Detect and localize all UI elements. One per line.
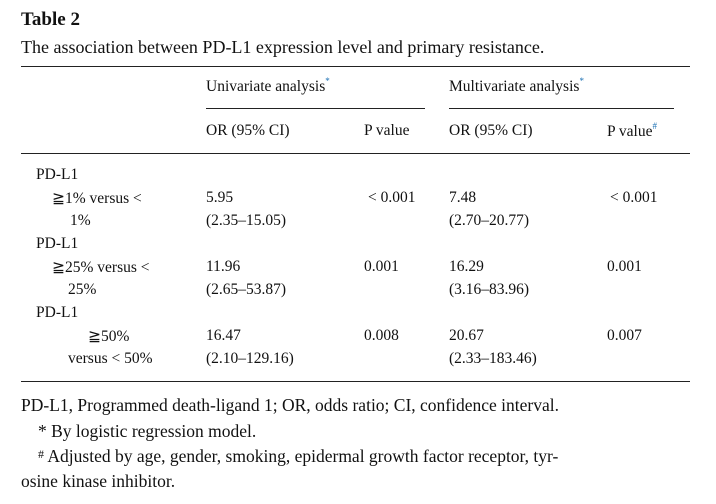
row-2-multi-or: 16.29 — [449, 258, 484, 275]
group-header-multivariate-mark: * — [579, 76, 584, 86]
row-1-multi-ci: (2.70–20.77) — [449, 212, 530, 229]
footnote-abbreviations: PD-L1, Programmed death-ligand 1; OR, od… — [21, 395, 559, 415]
row-2-group: PD-L1 — [36, 235, 79, 252]
col-header-multi-p-mark: # — [652, 121, 658, 131]
row-2-multi-ci: (3.16–83.96) — [449, 281, 530, 298]
row-2-uni-ci: (2.65–53.87) — [206, 281, 287, 298]
group-header-multivariate-text: Multivariate analysis — [449, 78, 580, 96]
header-rule — [21, 153, 690, 154]
col-header-multi-p-text: P value — [607, 123, 653, 141]
footnote-2-mark: # — [38, 447, 44, 461]
row-1-multi-or: 7.48 — [449, 189, 477, 206]
col-header-multi-p: P value# — [607, 121, 658, 141]
row-1-multi-p: < 0.001 — [610, 189, 658, 206]
row-2-multi-p: 0.001 — [607, 258, 642, 275]
row-3-multi-ci: (2.33–183.46) — [449, 350, 537, 367]
row-3-multi-p: 0.007 — [607, 327, 642, 344]
row-2-uni-p: 0.001 — [364, 258, 399, 275]
row-3-uni-or: 16.47 — [206, 327, 241, 344]
row-2-uni-or: 11.96 — [206, 258, 241, 275]
table-caption: The association between PD-L1 expression… — [21, 37, 545, 57]
univariate-underline — [206, 108, 425, 109]
col-header-uni-p: P value — [364, 122, 410, 139]
footnote-2: # Adjusted by age, gender, smoking, epid… — [38, 446, 558, 467]
row-3-label-line2: versus < 50% — [68, 350, 153, 367]
row-3-uni-ci: (2.10–129.16) — [206, 350, 294, 367]
group-header-univariate-mark: * — [325, 76, 330, 86]
group-header-univariate: Univariate analysis* — [206, 76, 330, 96]
row-3-group: PD-L1 — [36, 304, 79, 321]
row-1-label-line2: 1% — [70, 212, 91, 229]
footnote-1: * By logistic regression model. — [38, 421, 256, 442]
row-1-uni-p: < 0.001 — [368, 189, 416, 206]
row-1-label-line1: ≧1% versus < — [52, 190, 142, 207]
row-1-uni-or: 5.95 — [206, 189, 234, 206]
bottom-rule — [21, 381, 690, 382]
row-3-uni-p: 0.008 — [364, 327, 399, 344]
row-2-label-line1: ≧25% versus < — [52, 259, 150, 276]
footnote-1-text: By logistic regression model. — [51, 421, 257, 441]
footnote-2-continued: osine kinase inhibitor. — [21, 471, 176, 491]
multivariate-underline — [449, 108, 674, 109]
row-1-uni-ci: (2.35–15.05) — [206, 212, 287, 229]
col-header-multi-or: OR (95% CI) — [449, 122, 533, 139]
col-header-uni-or: OR (95% CI) — [206, 122, 290, 139]
footnote-2-line1: Adjusted by age, gender, smoking, epider… — [47, 446, 559, 466]
group-header-multivariate: Multivariate analysis* — [449, 76, 584, 96]
row-2-label-line2: 25% — [68, 281, 97, 298]
top-rule — [21, 66, 690, 67]
row-3-multi-or: 20.67 — [449, 327, 484, 344]
footnote-1-mark: * — [38, 421, 47, 441]
row-3-label-line1: ≧50% — [88, 328, 130, 345]
group-header-univariate-text: Univariate analysis — [206, 78, 326, 96]
row-1-group: PD-L1 — [36, 166, 79, 183]
table-label: Table 2 — [21, 9, 80, 30]
